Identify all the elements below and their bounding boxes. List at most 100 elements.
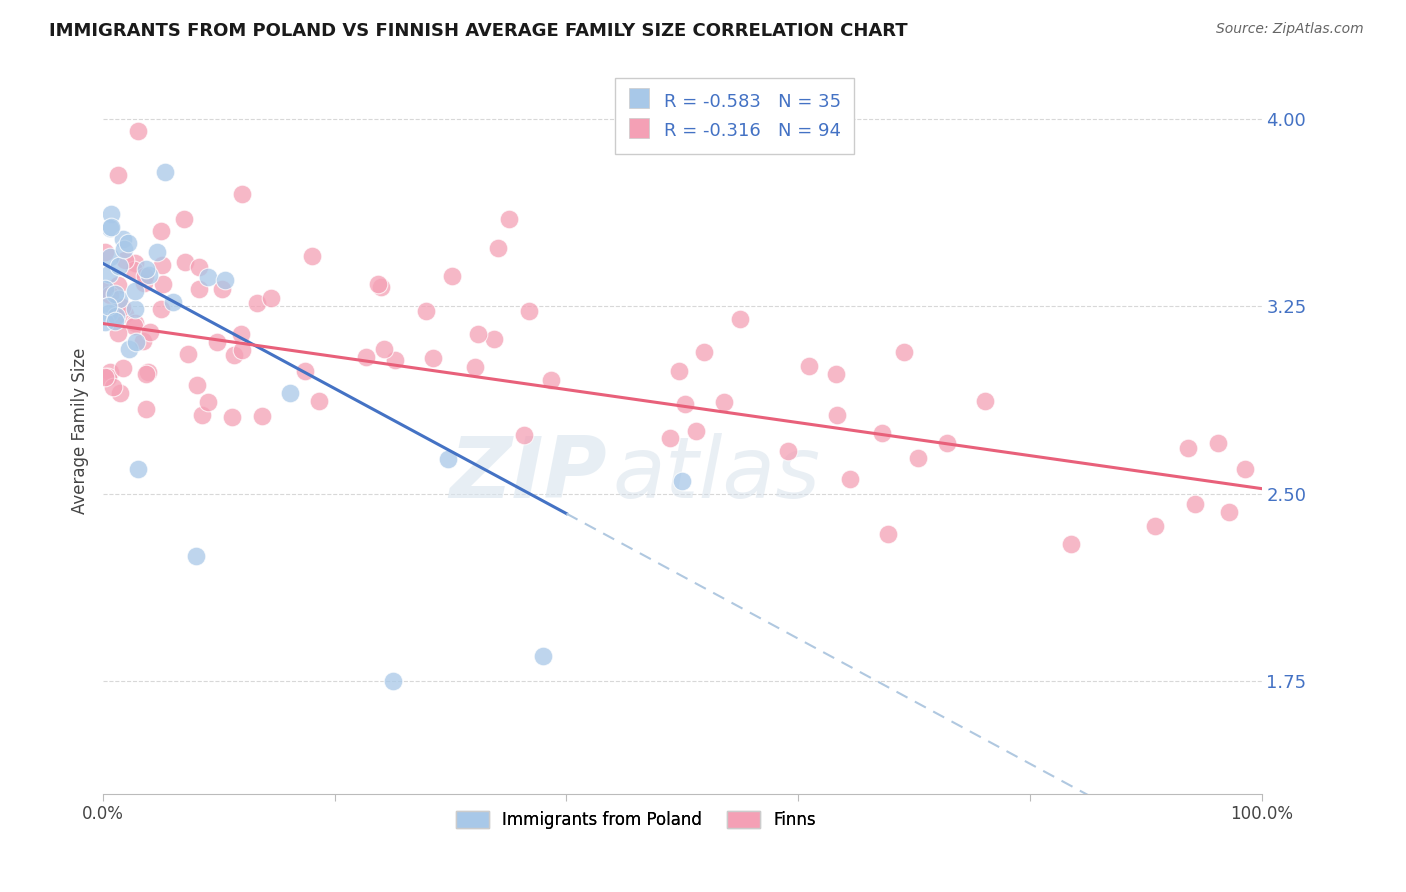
Point [540, 373, 562, 387]
Point [224, 348, 246, 362]
Point [135, 262, 157, 277]
Point [184, 549, 207, 563]
Point [893, 344, 915, 359]
Point [135, 401, 157, 416]
Point [870, 426, 893, 441]
Point [824, 367, 846, 381]
Point [134, 268, 156, 283]
Point [124, 255, 146, 269]
Point [1177, 441, 1199, 455]
Point [1144, 519, 1167, 533]
Text: ZIP: ZIP [450, 434, 607, 516]
Point [668, 364, 690, 378]
Point [825, 409, 848, 423]
Point [107, 326, 129, 341]
Point [252, 409, 274, 424]
Legend: Immigrants from Poland, Finns: Immigrants from Poland, Finns [449, 805, 823, 836]
Point [467, 327, 489, 342]
Point [97, 299, 120, 313]
Point [94, 282, 117, 296]
Point [98, 288, 121, 302]
Text: Source: ZipAtlas.com: Source: ZipAtlas.com [1216, 22, 1364, 37]
Point [94, 315, 117, 329]
Point [111, 360, 134, 375]
Point [484, 332, 506, 346]
Point [513, 427, 536, 442]
Text: atlas: atlas [613, 434, 821, 516]
Point [173, 211, 195, 226]
Point [877, 526, 900, 541]
Point [94, 283, 117, 297]
Point [464, 360, 486, 375]
Point [124, 316, 146, 330]
Point [108, 385, 131, 400]
Point [150, 258, 173, 272]
Point [280, 385, 302, 400]
Point [1184, 497, 1206, 511]
Point [135, 367, 157, 381]
Point [486, 242, 509, 256]
Point [294, 364, 316, 378]
Point [155, 165, 177, 179]
Point [124, 318, 146, 333]
Point [187, 282, 209, 296]
Point [104, 310, 127, 325]
Point [131, 334, 153, 348]
Point [381, 674, 404, 689]
Point [440, 269, 463, 284]
Point [125, 334, 148, 349]
Point [122, 263, 145, 277]
Point [974, 394, 997, 409]
Point [207, 334, 229, 349]
Point [373, 343, 395, 357]
Point [98, 306, 121, 320]
Point [1206, 436, 1229, 450]
Point [221, 410, 243, 425]
Point [117, 236, 139, 251]
Point [231, 343, 253, 358]
Point [517, 304, 540, 318]
Point [675, 397, 697, 411]
Point [231, 186, 253, 201]
Point [98, 220, 121, 235]
Point [229, 326, 252, 341]
Point [308, 394, 330, 409]
Point [104, 314, 127, 328]
Point [108, 259, 131, 273]
Point [437, 452, 460, 467]
Point [1233, 462, 1256, 476]
Point [98, 251, 121, 265]
Point [108, 293, 131, 307]
Y-axis label: Average Family Size: Average Family Size [72, 348, 89, 515]
Point [370, 280, 392, 294]
Point [671, 474, 693, 488]
Point [531, 649, 554, 664]
Point [1218, 505, 1240, 519]
Point [139, 326, 162, 340]
Point [97, 369, 120, 384]
Point [114, 307, 136, 321]
Point [104, 309, 127, 323]
Point [111, 300, 134, 314]
Point [186, 377, 208, 392]
Point [839, 472, 862, 486]
Point [301, 249, 323, 263]
Point [1060, 537, 1083, 551]
Point [685, 424, 707, 438]
Point [107, 278, 129, 293]
Point [162, 294, 184, 309]
Point [384, 353, 406, 368]
Point [134, 276, 156, 290]
Point [104, 287, 127, 301]
Point [94, 370, 117, 384]
Point [98, 365, 121, 379]
Point [100, 220, 122, 235]
Point [728, 311, 751, 326]
Point [907, 451, 929, 466]
Point [177, 346, 200, 360]
Point [118, 342, 141, 356]
Point [211, 282, 233, 296]
Point [187, 260, 209, 275]
Point [103, 380, 125, 394]
Text: IMMIGRANTS FROM POLAND VS FINNISH AVERAGE FAMILY SIZE CORRELATION CHART: IMMIGRANTS FROM POLAND VS FINNISH AVERAG… [49, 22, 908, 40]
